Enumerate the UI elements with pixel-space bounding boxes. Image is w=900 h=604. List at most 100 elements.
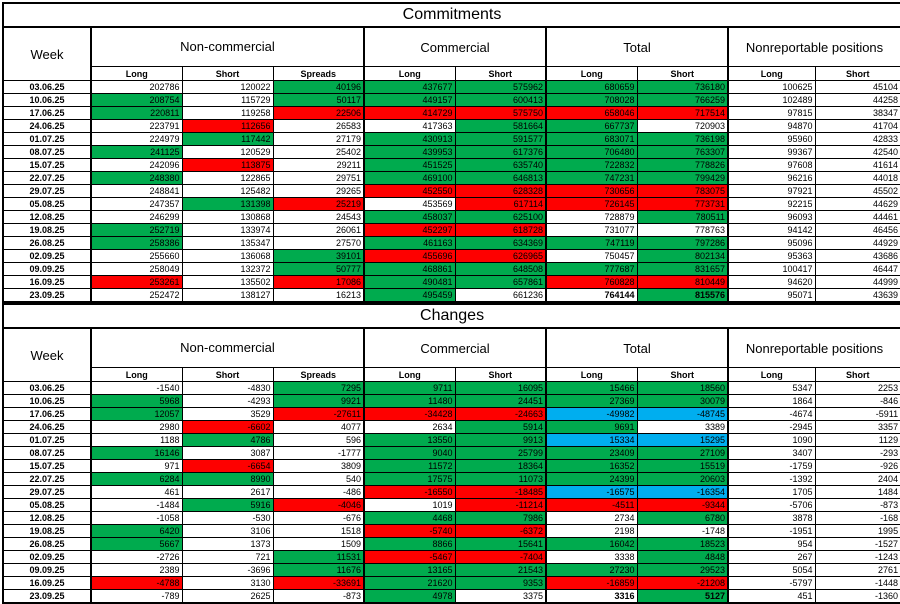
value-cell: 16146 <box>90 446 183 460</box>
value-cell: 658046 <box>545 106 638 120</box>
value-cell: 15466 <box>545 381 638 395</box>
value-cell: 45502 <box>814 184 900 198</box>
value-cell: 30079 <box>636 394 729 408</box>
value-cell: -1777 <box>272 446 365 460</box>
value-cell: 16352 <box>545 459 638 473</box>
value-cell: 7295 <box>272 381 365 395</box>
value-cell: 99367 <box>727 145 816 159</box>
value-cell: 42540 <box>814 145 900 159</box>
value-cell: 97608 <box>727 158 816 172</box>
column-header: Short <box>181 66 274 81</box>
value-cell: 2634 <box>363 420 456 434</box>
value-cell: 5914 <box>454 420 547 434</box>
value-cell: 95096 <box>727 236 816 250</box>
value-cell: 581664 <box>454 119 547 133</box>
value-cell: 575962 <box>454 80 547 94</box>
value-cell: 9353 <box>454 576 547 590</box>
value-cell: 29265 <box>272 184 365 198</box>
week-cell: 19.08.25 <box>2 223 92 237</box>
value-cell: 3389 <box>636 420 729 434</box>
column-header: Short <box>454 367 547 382</box>
value-cell: 16213 <box>272 288 365 303</box>
week-cell: 16.09.25 <box>2 576 92 590</box>
value-cell: -3696 <box>181 563 274 577</box>
value-cell: 29751 <box>272 171 365 185</box>
value-cell: 42833 <box>814 132 900 146</box>
value-cell: 730656 <box>545 184 638 198</box>
value-cell: 5347 <box>727 381 816 395</box>
value-cell: 94620 <box>727 275 816 289</box>
value-cell: 635740 <box>454 158 547 172</box>
value-cell: 1129 <box>814 433 900 447</box>
value-cell: 15334 <box>545 433 638 447</box>
value-cell: 5968 <box>90 394 183 408</box>
value-cell: 258049 <box>90 262 183 276</box>
week-cell: 02.09.25 <box>2 249 92 263</box>
value-cell: -27611 <box>272 407 365 421</box>
column-header: Spreads <box>272 367 365 382</box>
changes-table: Changes Week Non-commercial Commercial Total… <box>2 303 900 604</box>
value-cell: -11214 <box>454 498 547 512</box>
value-cell: 3316 <box>545 589 638 604</box>
week-cell: 12.08.25 <box>2 511 92 525</box>
group-header: Nonreportable positions <box>726 26 900 67</box>
value-cell: 455696 <box>363 249 456 263</box>
value-cell: 18523 <box>636 537 729 551</box>
week-cell: 12.08.25 <box>2 210 92 224</box>
value-cell: -4046 <box>272 498 365 512</box>
value-cell: 661236 <box>454 288 547 303</box>
value-cell: 29523 <box>636 563 729 577</box>
value-cell: 258386 <box>90 236 183 250</box>
value-cell: 414729 <box>363 106 456 120</box>
value-cell: -16575 <box>545 485 638 499</box>
value-cell: 1995 <box>814 524 900 538</box>
value-cell: 22506 <box>272 106 365 120</box>
value-cell: 5667 <box>90 537 183 551</box>
column-header: Long <box>90 367 183 382</box>
value-cell: 12057 <box>90 407 183 421</box>
value-cell: 224979 <box>90 132 183 146</box>
value-cell: -5797 <box>727 576 816 590</box>
value-cell: 3809 <box>272 459 365 473</box>
value-cell: 1484 <box>814 485 900 499</box>
value-cell: 1090 <box>727 433 816 447</box>
value-cell: -1527 <box>814 537 900 551</box>
value-cell: 247357 <box>90 197 183 211</box>
week-cell: 09.09.25 <box>2 563 92 577</box>
value-cell: 453569 <box>363 197 456 211</box>
week-cell: 01.07.25 <box>2 132 92 146</box>
value-cell: 120022 <box>181 80 274 94</box>
value-cell: 113875 <box>181 158 274 172</box>
value-cell: 778826 <box>636 158 729 172</box>
value-cell: 736198 <box>636 132 729 146</box>
value-cell: 252719 <box>90 223 183 237</box>
value-cell: -6372 <box>454 524 547 538</box>
value-cell: 458037 <box>363 210 456 224</box>
value-cell: 50117 <box>272 93 365 107</box>
value-cell: 17575 <box>363 472 456 486</box>
value-cell: 628328 <box>454 184 547 198</box>
value-cell: 626965 <box>454 249 547 263</box>
value-cell: -21208 <box>636 576 729 590</box>
value-cell: 208754 <box>90 93 183 107</box>
value-cell: 253261 <box>90 275 183 289</box>
week-cell: 19.08.25 <box>2 524 92 538</box>
value-cell: 417363 <box>363 119 456 133</box>
value-cell: 50777 <box>272 262 365 276</box>
value-cell: -1951 <box>727 524 816 538</box>
value-cell: 430913 <box>363 132 456 146</box>
group-header: Non-commercial <box>90 327 365 368</box>
table-title: Commitments <box>2 2 900 28</box>
value-cell: 100625 <box>727 80 816 94</box>
value-cell: 625100 <box>454 210 547 224</box>
value-cell: 44999 <box>814 275 900 289</box>
value-cell: 777687 <box>545 262 638 276</box>
value-cell: 46456 <box>814 223 900 237</box>
value-cell: 92215 <box>727 197 816 211</box>
value-cell: 95071 <box>727 288 816 303</box>
value-cell: -1484 <box>90 498 183 512</box>
value-cell: 3130 <box>181 576 274 590</box>
column-header: Long <box>727 66 816 81</box>
value-cell: 41614 <box>814 158 900 172</box>
group-header: Commercial <box>363 327 547 368</box>
